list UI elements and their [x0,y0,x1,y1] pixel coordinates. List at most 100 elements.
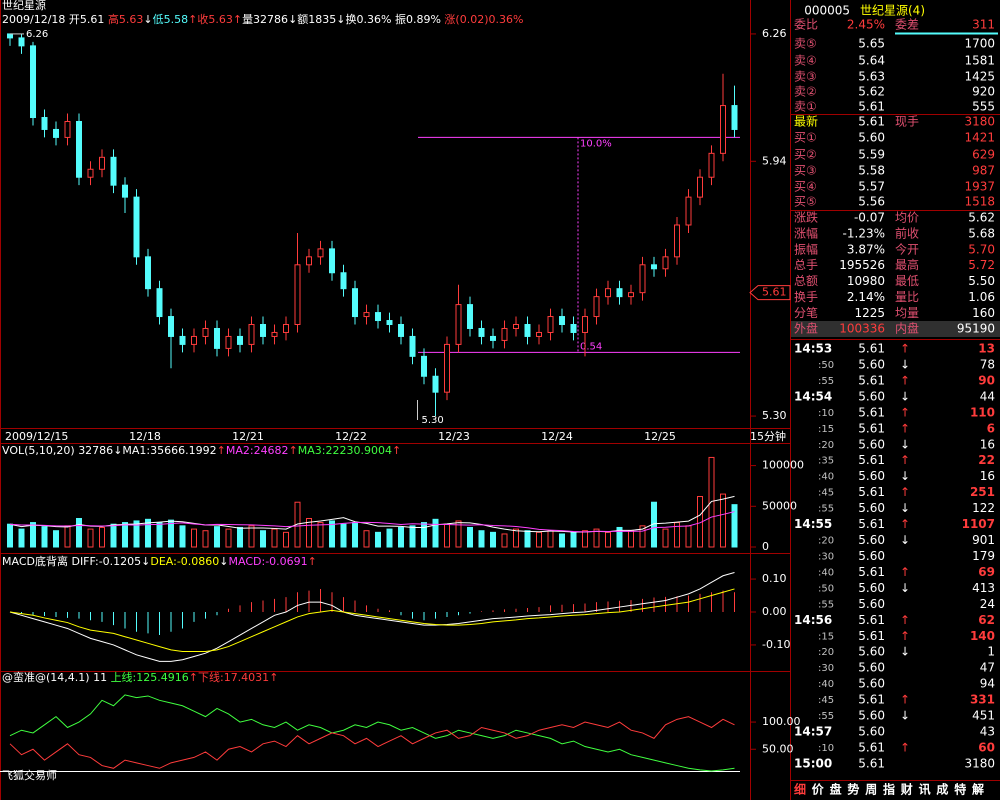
candle-body [30,45,36,119]
tab[interactable]: 细 [794,782,806,797]
legend-item: ↓ [113,444,122,457]
volume-bar [110,523,117,548]
quote-text: ↑ [900,741,910,755]
quote-text: :15 [818,424,834,435]
quote-text: 5.60 [858,533,885,547]
volume-bar [409,525,416,548]
candle-body [490,335,496,341]
quote-text: 均价 [895,211,919,225]
legend-item: ↑ [217,444,226,457]
quote-text: 5.50 [968,274,995,288]
tab[interactable]: 财 [900,782,913,797]
quote-text: 413 [972,581,995,595]
quote-text: 委差 [895,18,919,32]
quote-text: 5.61 [858,115,885,129]
quote-text: 13 [978,342,995,356]
candle-body [7,33,13,39]
tab[interactable]: 盘 [830,782,842,797]
footer: 飞狐交易师 [2,768,57,782]
quote-text: 24 [980,597,995,611]
volume-bar [352,522,358,548]
tab[interactable]: 讯 [919,783,931,797]
volume-bar [490,531,496,548]
tab[interactable]: 解 [972,782,984,797]
quote-text: 5.60 [858,597,885,611]
volume-bar [582,530,588,548]
quote-text: 47 [980,661,995,675]
tab[interactable]: 特 [954,782,966,797]
quote-text: 251 [970,485,995,499]
y-tick-label: 6.26 [762,27,787,40]
tab[interactable]: 周 [865,783,877,797]
volume-bar [547,530,554,548]
legend-item: ↑ [392,444,401,457]
quote-text: 5.61 [858,517,885,531]
quote-text: 5.61 [858,741,885,755]
volume-bar [317,522,324,548]
tab[interactable]: 成 [936,782,948,797]
tab[interactable]: 指 [883,782,895,797]
volume-bar [559,533,565,548]
candle-body [720,105,726,154]
quote-text: 现手 [895,115,919,129]
quote-text: 1107 [962,517,995,531]
volume-bar [616,526,623,548]
quote-text: 987 [972,164,995,178]
candle-body [329,248,335,274]
candle-body [628,292,634,298]
high-label: 6.26 [26,29,48,40]
quote-text: :10 [818,408,834,419]
quote-text: ↑ [900,565,910,579]
quote-text: 买① [794,131,817,145]
tab[interactable]: 价 [812,783,825,797]
candle-body [133,196,140,258]
quote-text: 5.60 [858,549,885,563]
volume-bar [685,525,692,548]
y-tick-label: -0.10 [762,638,790,651]
volume-bar [363,530,370,548]
tab[interactable]: 势 [847,782,859,797]
legend-item: ↑ [188,13,197,26]
volume-bar [386,528,393,548]
date-label: 2009/12/15 [5,430,68,443]
quote-text: 100336 [839,322,885,336]
legend-item: VOL(5,10,20) [2,444,78,457]
quote-text: ↑ [900,421,910,435]
candle-body [559,316,565,326]
quote-text: :15 [818,631,834,642]
quote-text: 3180 [964,115,995,129]
quote-text: 331 [970,693,995,707]
candle-body [478,327,485,337]
quote-text: :20 [818,647,834,658]
candle-body [41,117,48,130]
quote-text: 5.61 [858,485,885,499]
candle-body [605,288,611,298]
candle-body [524,324,531,337]
quote-text: 5.61 [858,453,885,467]
candle-body [616,288,623,298]
indicator-line [9,572,735,662]
quote-text: 22 [978,453,995,467]
legend: MACD底背离 DIFF:-0.1205↓DEA:-0.0860↓MACD:-0… [2,554,317,568]
candle-body [731,105,738,130]
candle-body [76,120,82,178]
candle-body [651,264,657,270]
quote-text: 920 [972,85,995,99]
candle-body [87,168,94,178]
y-tick-label: 0.10 [762,572,787,585]
quote-text: 5.60 [858,437,885,451]
quote-text: :30 [818,663,834,674]
quote-text: 179 [972,549,995,563]
quote-text: ↓ [900,437,910,451]
quote-text: 3.87% [847,242,885,256]
stock-title: 世纪星源 [2,0,46,12]
volume-bar [30,522,36,548]
quote-text: 卖③ [794,70,817,84]
quote-text: :40 [818,472,834,483]
legend-item: 高5.63 [108,12,144,26]
legend-item: ↑ [289,444,298,457]
quote-text: 5.60 [858,389,885,403]
quote-text: 44 [980,389,995,403]
quote-text: 94 [980,677,995,691]
volume-bar [432,518,439,548]
